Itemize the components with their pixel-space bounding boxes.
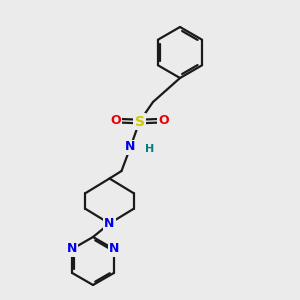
Text: H: H <box>146 143 154 154</box>
Text: O: O <box>158 114 169 127</box>
Text: N: N <box>109 242 119 256</box>
Text: N: N <box>104 217 115 230</box>
Text: N: N <box>125 140 136 154</box>
Text: O: O <box>110 114 121 127</box>
Text: S: S <box>134 115 145 128</box>
Text: N: N <box>67 242 77 256</box>
